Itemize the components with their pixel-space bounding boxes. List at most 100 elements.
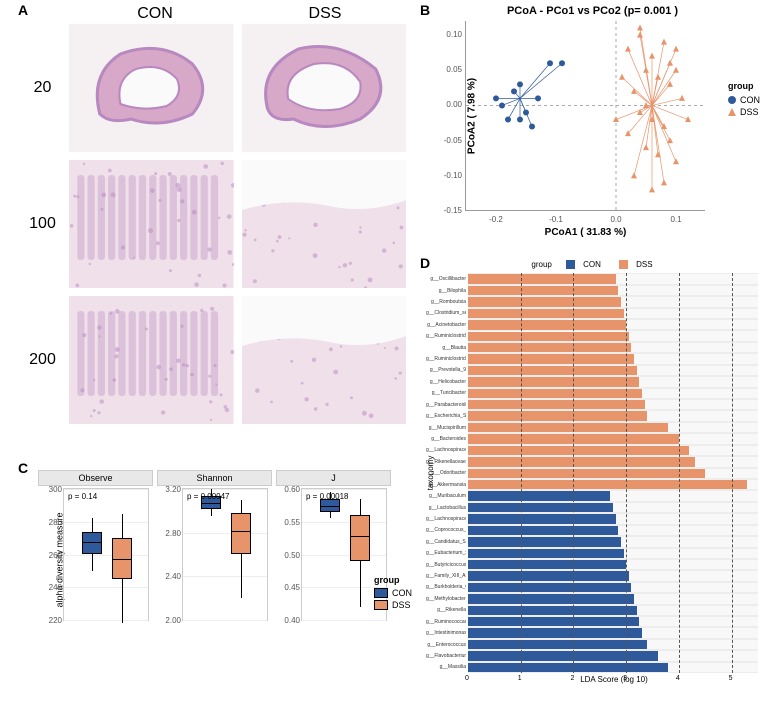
lda-chart: taxonomy g__Oscillibacterg__Bilophilag__… — [468, 273, 758, 673]
lda-row: g__Flavobacterium — [468, 650, 758, 661]
lda-xtick: 0 — [465, 675, 469, 682]
boxplot-panel: alpha diversity measure Observe220240260… — [20, 470, 410, 650]
lda-bar — [468, 400, 645, 409]
lda-row: g__Turicibacter — [468, 388, 758, 399]
lda-row: g__Bacteroides — [468, 433, 758, 444]
lda-row: g__Lactobacillus — [468, 502, 758, 513]
lda-row: g__Lachnospiraceae_NKA4136_group — [468, 445, 758, 456]
lda-taxon-label: g__Candidatus_Saccharimonas — [426, 539, 466, 545]
lda-panel: group CON DSS taxonomy g__Oscillibacterg… — [428, 260, 760, 700]
bp-ytick: 220 — [40, 616, 62, 625]
lda-taxon-label: g__Rikenella — [426, 607, 466, 613]
boxplot-Shannon: Shannon2.002.402.803.20p = 0.00047 — [157, 470, 272, 625]
lda-legend: group CON DSS — [428, 260, 760, 269]
histo-row-200: 200 — [20, 295, 410, 425]
lda-row: g__Romboutsia — [468, 296, 758, 307]
lda-taxon-label: g__Escherichia_Shigella — [426, 413, 466, 419]
lda-bar — [468, 377, 639, 386]
box-dss — [231, 513, 251, 554]
histology-grid: CON DSS 20100200 — [20, 5, 410, 445]
histo-row-100: 100 — [20, 159, 410, 289]
lda-row: g__Coprococcus_2 — [468, 525, 758, 536]
lda-bar — [468, 571, 629, 580]
pcoa-legend-title: group — [728, 81, 760, 91]
histology-image — [69, 160, 234, 288]
lda-taxon-label: g__Acinetobacter — [426, 322, 466, 328]
lda-taxon-label: g__Ruminiclostridium_6 — [426, 356, 466, 362]
bp-ytick: 0.40 — [278, 616, 300, 625]
lda-taxon-label: g__Helicobacter — [426, 379, 466, 385]
lda-leg-dss: DSS — [636, 260, 652, 269]
lda-row: g__Oscillibacter — [468, 273, 758, 284]
lda-bar — [468, 560, 626, 569]
lda-row: g__Ruminiclostridium_6 — [468, 353, 758, 364]
lda-bar — [468, 514, 616, 523]
bp-title: Shannon — [157, 470, 272, 486]
bp-ytick: 260 — [40, 551, 62, 560]
bp-ytick: 0.55 — [278, 518, 300, 527]
lda-bar — [468, 583, 631, 592]
lda-bar — [468, 297, 621, 306]
lda-taxon-label: g__Massilia — [426, 664, 466, 670]
lda-taxon-label: g__Turicibacter — [426, 390, 466, 396]
xtick: 0.0 — [606, 215, 626, 224]
lda-bar — [468, 332, 629, 341]
bp-area: 220240260280300 — [63, 488, 149, 621]
bp-ytick: 0.50 — [278, 551, 300, 560]
lda-taxon-label: g__Eubacterium_xylanophilum_group — [426, 550, 466, 556]
ytick: -0.10 — [436, 171, 462, 180]
histology-image — [242, 296, 407, 424]
bp-title: Observe — [38, 470, 153, 486]
lda-row: g__Family_XIII_AD3011_group — [468, 570, 758, 581]
bp-ytick: 0.60 — [278, 485, 300, 494]
bp-legend-item: DSS — [374, 600, 412, 610]
lda-sq-dss — [619, 260, 628, 269]
lda-row: g__Clostridium_sensu_stricto_1 — [468, 308, 758, 319]
lda-taxon-label: g__Methylobacterium — [426, 596, 466, 602]
ytick: 0.05 — [436, 65, 462, 74]
lda-xtick: 5 — [729, 675, 733, 682]
boxplot-Observe: Observe220240260280300p = 0.14 — [38, 470, 153, 625]
lda-bar — [468, 411, 647, 420]
lda-bar — [468, 549, 624, 558]
lda-taxon-label: g__Butyricicoccus — [426, 562, 466, 568]
lda-bar — [468, 651, 658, 660]
lda-bar — [468, 423, 668, 432]
lda-bar — [468, 309, 624, 318]
lda-row: g__Ruminiclostridium — [468, 331, 758, 342]
pcoa-plot: PCoA1 ( 31.83 %) PCoA2 ( 7.98 %) group C… — [465, 21, 705, 211]
mag-label: 100 — [20, 215, 65, 233]
pcoa-title: PCoA - PCo1 vs PCo2 (p= 0.001 ) — [425, 5, 760, 17]
box-con — [82, 532, 102, 555]
ytick: -0.15 — [436, 206, 462, 215]
box-dss — [112, 538, 132, 579]
lda-row: g__Akkermansia — [468, 479, 758, 490]
bp-ytick: 0.45 — [278, 583, 300, 592]
box-dss — [350, 515, 370, 561]
ytick: -0.05 — [436, 136, 462, 145]
bp-pvalue: p = 0.00018 — [306, 492, 348, 501]
lda-taxon-label: g__Coprococcus_2 — [426, 527, 466, 533]
lda-row: g__Burkholderia_Caballeronia_Paraburkhol… — [468, 582, 758, 593]
lda-row: g__Parabacteroides — [468, 399, 758, 410]
bp-ytick: 2.80 — [159, 529, 181, 538]
lda-taxon-label: g__Flavobacterium — [426, 653, 466, 659]
lda-legend-title: group — [531, 260, 551, 269]
lda-taxon-label: g__Romboutsia — [426, 299, 466, 305]
pcoa-legend: group CONDSS — [728, 81, 760, 119]
bp-ytick: 2.40 — [159, 572, 181, 581]
bp-ytick: 3.20 — [159, 485, 181, 494]
lda-row: g__Lachnospiraceae_UCG_001 — [468, 513, 758, 524]
histo-row-20: 20 — [20, 23, 410, 153]
lda-taxon-label: g__Lachnospiraceae_UCG_001 — [426, 516, 466, 522]
lda-bar — [468, 640, 647, 649]
lda-bar — [468, 503, 613, 512]
lda-row: g__Ruminococcaceae_UCG_009 — [468, 616, 758, 627]
lda-row: g__Blautia — [468, 342, 758, 353]
lda-bar — [468, 480, 747, 489]
bp-ytick: 300 — [40, 485, 62, 494]
ytick: 0.10 — [436, 30, 462, 39]
col-dss: DSS — [240, 5, 410, 23]
lda-taxon-label: g__Blautia — [426, 345, 466, 351]
pcoa-panel: PCoA - PCo1 vs PCo2 (p= 0.001 ) PCoA1 ( … — [425, 5, 760, 245]
